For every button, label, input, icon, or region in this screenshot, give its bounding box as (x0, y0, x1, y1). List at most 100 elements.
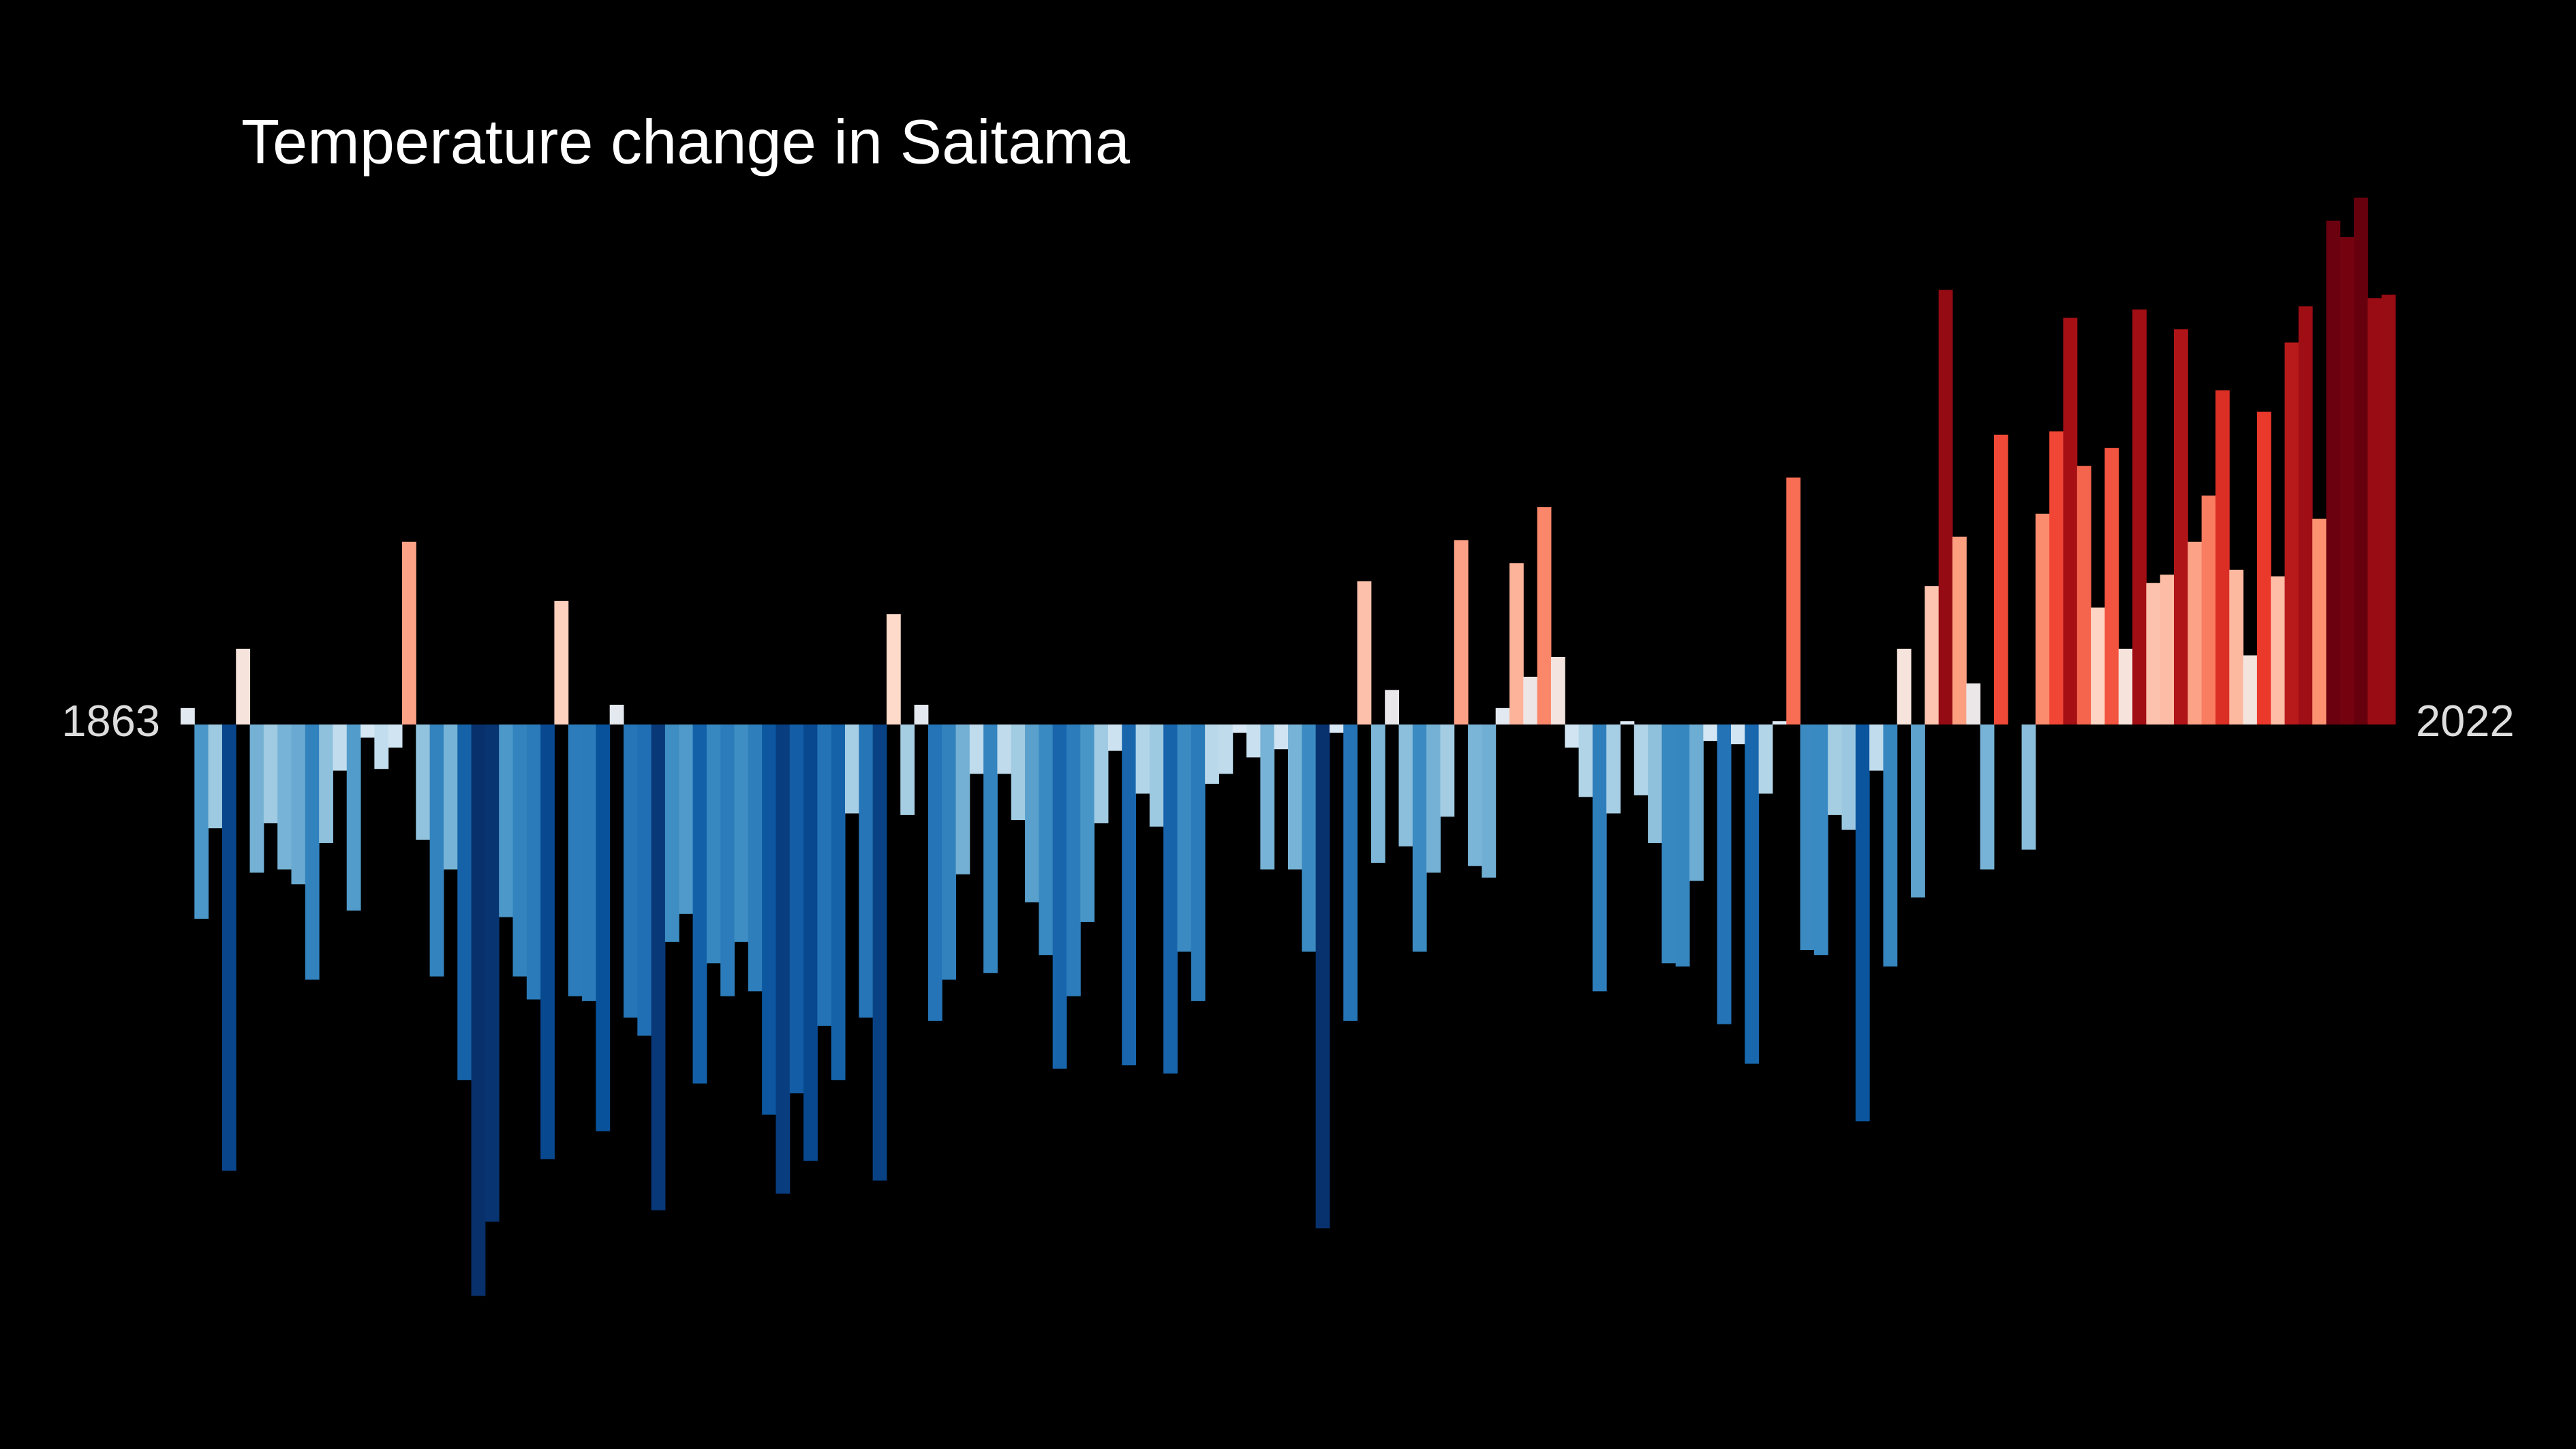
bar (1648, 724, 1662, 843)
bar (872, 724, 887, 1181)
bar (1080, 724, 1095, 922)
bar (1495, 707, 1510, 724)
bar (1094, 724, 1109, 823)
bar (2271, 576, 2285, 724)
bar (1468, 724, 1482, 866)
bar (831, 724, 846, 1080)
bar (1841, 724, 1856, 830)
bar (1260, 724, 1275, 870)
bar (997, 724, 1012, 774)
bar (1980, 724, 1995, 870)
bar (1661, 724, 1676, 964)
bar (2076, 466, 2091, 724)
bar (1191, 724, 1206, 1001)
bar (1897, 648, 1912, 724)
bar (1731, 724, 1745, 744)
bar (1592, 724, 1607, 992)
bar (2298, 306, 2313, 724)
bar (1855, 724, 1870, 1122)
bar (1966, 683, 1981, 724)
bar (1800, 724, 1815, 950)
bar (2118, 648, 2133, 724)
bar (955, 724, 970, 874)
bar (402, 541, 416, 724)
bar (554, 600, 569, 724)
bar (1703, 724, 1718, 742)
bar (236, 648, 251, 724)
bar (346, 724, 361, 911)
bar (609, 705, 624, 724)
bar (637, 724, 652, 1036)
bar (499, 724, 513, 917)
bar (194, 724, 209, 919)
bar (457, 724, 472, 1080)
bar (720, 724, 735, 996)
bar (596, 724, 611, 1131)
bar (249, 724, 264, 873)
bar (1052, 724, 1067, 1069)
bar (983, 724, 998, 973)
bar (1315, 724, 1330, 1229)
bar (706, 724, 721, 964)
bar (2215, 390, 2230, 724)
bar (526, 724, 541, 1000)
bar (734, 724, 749, 942)
bar (845, 724, 859, 814)
bar (1039, 724, 1054, 956)
bar (1412, 724, 1427, 952)
bar (1357, 581, 1372, 724)
bar (803, 724, 818, 1161)
bar (1509, 563, 1524, 724)
bar (692, 724, 707, 1084)
bar (1938, 290, 1953, 724)
bar (568, 724, 583, 996)
bar (1370, 724, 1385, 863)
bar (914, 705, 929, 724)
bar (2104, 448, 2119, 724)
bar (927, 724, 942, 1021)
bar (1025, 724, 1039, 902)
bar (1606, 724, 1621, 814)
bar (1717, 724, 1732, 1024)
bar (748, 724, 763, 992)
bar (2091, 607, 2105, 724)
bar (886, 614, 901, 724)
bar (1232, 724, 1247, 733)
bar (2312, 519, 2327, 724)
bar (1011, 724, 1026, 821)
bar (1107, 724, 1122, 751)
bar (1067, 724, 1081, 996)
bar (485, 724, 500, 1222)
bar (416, 724, 431, 840)
bar (1385, 690, 1399, 724)
bar (1993, 434, 2008, 724)
bar (1675, 724, 1690, 967)
bar (1786, 477, 1801, 724)
bar (1218, 724, 1233, 774)
bar (1634, 724, 1649, 795)
bar (1911, 724, 1925, 898)
bar (2146, 583, 2161, 724)
bar (2229, 569, 2244, 724)
bar (2243, 655, 2258, 724)
bar (664, 724, 679, 942)
bar (817, 724, 832, 1026)
bar (277, 724, 292, 870)
bar (2201, 495, 2216, 724)
bar (388, 724, 403, 748)
bar (305, 724, 320, 980)
bar (2021, 724, 2036, 850)
bar (1454, 540, 1469, 724)
bar (1772, 721, 1787, 724)
chart-title: Temperature change in Saitama (241, 107, 1131, 177)
bar (1288, 724, 1302, 870)
bar (1135, 724, 1150, 794)
bar (1813, 724, 1828, 956)
bar (1149, 724, 1164, 827)
x-tick-label: 2022 (2416, 696, 2515, 746)
bar (1758, 724, 1773, 794)
bar (2340, 237, 2355, 725)
bar (208, 724, 223, 829)
bar (2354, 197, 2368, 725)
